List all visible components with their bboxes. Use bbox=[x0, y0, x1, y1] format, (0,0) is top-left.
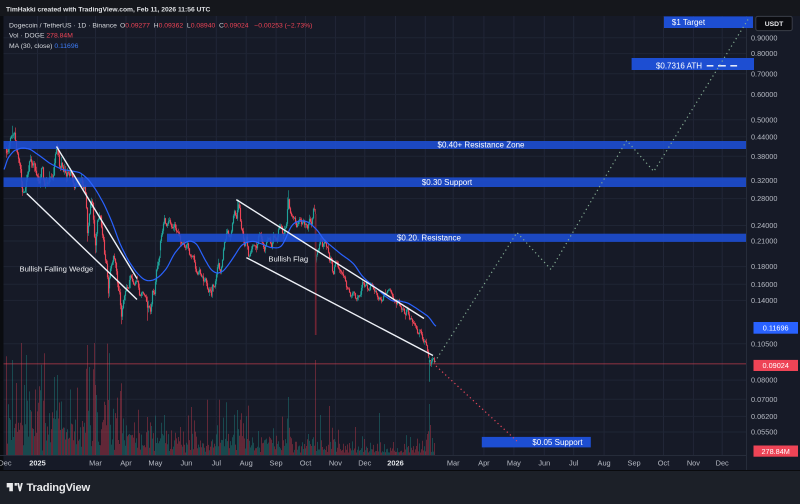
svg-text:Bullish Falling Wedge: Bullish Falling Wedge bbox=[20, 264, 94, 273]
svg-text:0.50000: 0.50000 bbox=[751, 115, 777, 124]
svg-text:Dec: Dec bbox=[358, 458, 371, 467]
svg-text:Aug: Aug bbox=[598, 458, 611, 467]
svg-text:0.06200: 0.06200 bbox=[751, 412, 777, 421]
svg-text:0.14000: 0.14000 bbox=[751, 296, 777, 305]
svg-text:0.08000: 0.08000 bbox=[751, 376, 777, 385]
svg-text:Nov: Nov bbox=[329, 458, 342, 467]
svg-text:0.24000: 0.24000 bbox=[751, 221, 777, 230]
svg-text:Apr: Apr bbox=[120, 458, 132, 467]
svg-text:0.21000: 0.21000 bbox=[751, 237, 777, 246]
svg-text:$1 Target: $1 Target bbox=[672, 18, 706, 27]
svg-text:0.38000: 0.38000 bbox=[751, 152, 777, 161]
svg-text:Bullish Flag: Bullish Flag bbox=[268, 254, 308, 263]
svg-text:0.11696: 0.11696 bbox=[763, 324, 789, 333]
svg-text:Nov: Nov bbox=[687, 458, 700, 467]
svg-text:$0.40+ Resistance Zone: $0.40+ Resistance Zone bbox=[438, 141, 525, 150]
svg-text:0.05500: 0.05500 bbox=[751, 428, 777, 437]
svg-text:0.09024: 0.09024 bbox=[763, 361, 789, 370]
svg-text:Aug: Aug bbox=[240, 458, 253, 467]
svg-text:Sep: Sep bbox=[628, 458, 641, 467]
svg-text:2026: 2026 bbox=[387, 458, 403, 467]
svg-text:Mar: Mar bbox=[447, 458, 460, 467]
svg-text:$0.05 Support: $0.05 Support bbox=[532, 438, 583, 447]
svg-text:0.07000: 0.07000 bbox=[751, 395, 777, 404]
svg-text:0.70000: 0.70000 bbox=[751, 69, 777, 78]
svg-text:$0.20. Resistance: $0.20. Resistance bbox=[397, 234, 462, 243]
svg-text:TimHakki created with TradingV: TimHakki created with TradingView.com, F… bbox=[6, 6, 210, 13]
svg-text:0.18000: 0.18000 bbox=[751, 262, 777, 271]
svg-text:Mar: Mar bbox=[89, 458, 102, 467]
svg-text:Jun: Jun bbox=[180, 458, 192, 467]
svg-text:Oct: Oct bbox=[658, 458, 670, 467]
svg-text:Dogecoin / TetherUS · 1D · Bin: Dogecoin / TetherUS · 1D · Binance bbox=[9, 23, 117, 30]
svg-text:2025: 2025 bbox=[29, 458, 45, 467]
svg-text:$0.30 Support: $0.30 Support bbox=[422, 178, 473, 187]
svg-text:USDT: USDT bbox=[765, 21, 784, 28]
svg-text:0.60000: 0.60000 bbox=[751, 90, 777, 99]
svg-text:0.32000: 0.32000 bbox=[751, 176, 777, 185]
svg-text:0.10500: 0.10500 bbox=[751, 339, 777, 348]
svg-text:TradingView: TradingView bbox=[27, 482, 91, 494]
svg-text:Jun: Jun bbox=[538, 458, 550, 467]
svg-text:May: May bbox=[507, 458, 521, 467]
svg-text:Jul: Jul bbox=[569, 458, 579, 467]
svg-text:Jul: Jul bbox=[212, 458, 222, 467]
svg-text:0.90000: 0.90000 bbox=[751, 33, 777, 42]
svg-text:May: May bbox=[148, 458, 162, 467]
svg-text:Dec: Dec bbox=[0, 458, 12, 467]
svg-text:MA (30, close) 0.11696: MA (30, close) 0.11696 bbox=[9, 43, 79, 50]
svg-text:Dec: Dec bbox=[716, 458, 729, 467]
svg-text:O0.09277 H0.09362 L0.08940: O0.09277 H0.09362 L0.08940 C0.09024 −0.0… bbox=[120, 23, 312, 30]
svg-text:278.84M: 278.84M bbox=[761, 447, 789, 456]
svg-text:Oct: Oct bbox=[300, 458, 312, 467]
svg-text:Sep: Sep bbox=[270, 458, 283, 467]
svg-text:0.16000: 0.16000 bbox=[751, 280, 777, 289]
svg-text:Apr: Apr bbox=[478, 458, 490, 467]
svg-text:Vol · DOGE 278.84M: Vol · DOGE 278.84M bbox=[9, 32, 73, 39]
svg-text:0.44000: 0.44000 bbox=[751, 132, 777, 141]
svg-text:0.28000: 0.28000 bbox=[751, 194, 777, 203]
svg-text:$0.7316 ATH: $0.7316 ATH bbox=[656, 62, 702, 71]
svg-text:0.80000: 0.80000 bbox=[751, 49, 777, 58]
